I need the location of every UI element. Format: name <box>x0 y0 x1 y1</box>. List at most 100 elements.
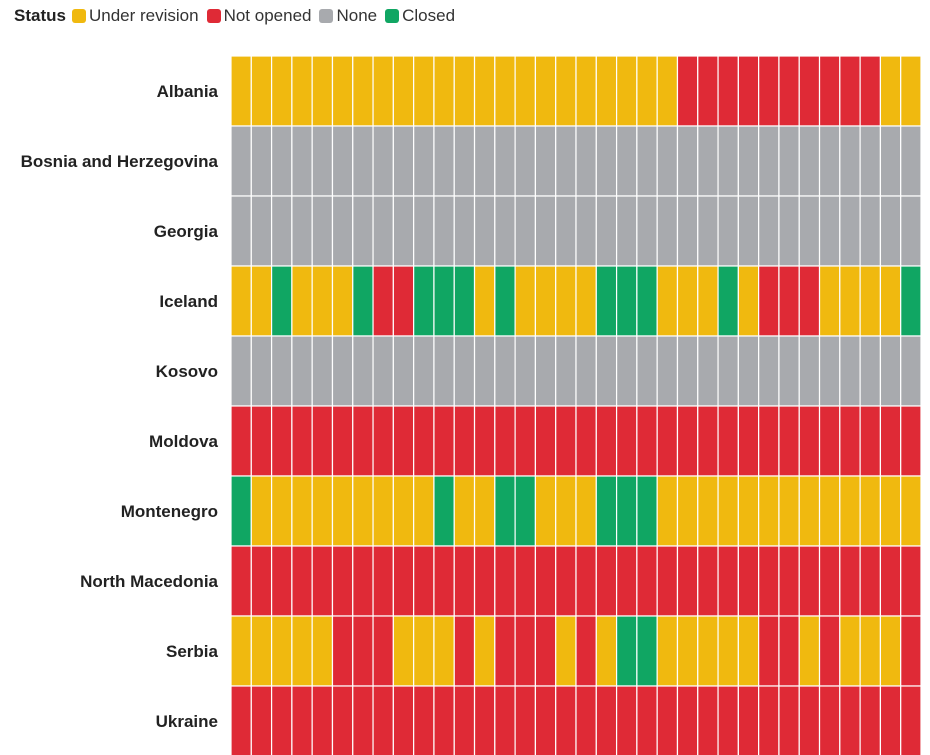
cell-montenegro-13-under-revision <box>473 475 496 547</box>
cell-north-macedonia-17-not-opened <box>555 545 577 617</box>
cell-serbia-33-under-revision <box>879 615 902 687</box>
cell-ukraine-18-not-opened <box>575 685 597 755</box>
cell-iceland-26-under-revision <box>737 265 760 337</box>
cell-albania-19-under-revision <box>595 55 618 127</box>
cell-iceland-25-closed <box>717 265 739 337</box>
cell-north-macedonia-24-not-opened <box>697 545 719 617</box>
cell-bosnia-and-herzegovina-20-none <box>615 125 638 197</box>
cell-georgia-31-none <box>839 195 861 267</box>
cell-ukraine-5-not-opened <box>311 685 334 755</box>
cell-ukraine-3-not-opened <box>270 685 293 755</box>
cell-kosovo-33-none <box>879 335 902 407</box>
cell-georgia-3-none <box>270 195 293 267</box>
cell-montenegro-20-closed <box>615 475 638 547</box>
cell-ukraine-2-not-opened <box>250 685 273 755</box>
legend-item-not-opened: Not opened <box>206 6 311 26</box>
cell-serbia-32-under-revision <box>859 615 882 687</box>
cell-moldova-14-not-opened <box>494 405 516 477</box>
cell-north-macedonia-22-not-opened <box>656 545 679 617</box>
cell-albania-32-not-opened <box>859 55 882 127</box>
cell-north-macedonia-4-not-opened <box>291 545 313 617</box>
cell-iceland-18-under-revision <box>575 265 597 337</box>
cell-serbia-30-not-opened <box>818 615 841 687</box>
cell-bosnia-and-herzegovina-22-none <box>656 125 679 197</box>
cell-montenegro-4-under-revision <box>291 475 313 547</box>
cell-serbia-6-not-opened <box>331 615 354 687</box>
cell-montenegro-22-under-revision <box>656 475 679 547</box>
cell-moldova-3-not-opened <box>270 405 293 477</box>
cell-montenegro-34-under-revision <box>900 475 922 547</box>
cell-albania-22-under-revision <box>656 55 679 127</box>
cell-moldova-27-not-opened <box>758 405 780 477</box>
cell-serbia-23-under-revision <box>676 615 699 687</box>
cell-north-macedonia-30-not-opened <box>818 545 841 617</box>
cell-kosovo-6-none <box>331 335 354 407</box>
cell-georgia-29-none <box>798 195 821 267</box>
cell-north-macedonia-7-not-opened <box>352 545 374 617</box>
cell-iceland-3-closed <box>270 265 293 337</box>
cell-albania-17-under-revision <box>555 55 577 127</box>
cell-bosnia-and-herzegovina-24-none <box>697 125 719 197</box>
cell-ukraine-15-not-opened <box>514 685 537 755</box>
cell-bosnia-and-herzegovina-18-none <box>575 125 597 197</box>
cell-montenegro-3-under-revision <box>270 475 293 547</box>
cell-ukraine-8-not-opened <box>372 685 394 755</box>
cell-iceland-16-under-revision <box>534 265 557 337</box>
cell-north-macedonia-23-not-opened <box>676 545 699 617</box>
cell-moldova-30-not-opened <box>818 405 841 477</box>
row-label-bosnia-and-herzegovina: Bosnia and Herzegovina <box>21 152 219 171</box>
row-label-georgia: Georgia <box>154 222 219 241</box>
row-label-serbia: Serbia <box>166 642 219 661</box>
cell-kosovo-4-none <box>291 335 313 407</box>
cell-bosnia-and-herzegovina-27-none <box>758 125 780 197</box>
cell-kosovo-32-none <box>859 335 882 407</box>
cell-ukraine-27-not-opened <box>758 685 780 755</box>
cell-moldova-22-not-opened <box>656 405 679 477</box>
cell-montenegro-1-closed <box>230 475 252 547</box>
cell-kosovo-23-none <box>676 335 699 407</box>
cell-bosnia-and-herzegovina-14-none <box>494 125 516 197</box>
cell-montenegro-29-under-revision <box>798 475 821 547</box>
cell-kosovo-26-none <box>737 335 760 407</box>
cell-georgia-10-none <box>413 195 435 267</box>
cell-moldova-28-not-opened <box>778 405 800 477</box>
cell-kosovo-13-none <box>473 335 496 407</box>
cell-montenegro-31-under-revision <box>839 475 861 547</box>
cell-montenegro-14-closed <box>494 475 516 547</box>
cell-moldova-8-not-opened <box>372 405 394 477</box>
cell-albania-12-under-revision <box>453 55 476 127</box>
cell-montenegro-15-closed <box>514 475 537 547</box>
cell-north-macedonia-21-not-opened <box>636 545 658 617</box>
cell-iceland-29-not-opened <box>798 265 821 337</box>
cell-ukraine-10-not-opened <box>413 685 435 755</box>
cell-iceland-32-under-revision <box>859 265 882 337</box>
cell-kosovo-34-none <box>900 335 922 407</box>
cell-ukraine-4-not-opened <box>291 685 313 755</box>
cell-georgia-22-none <box>656 195 679 267</box>
cell-georgia-26-none <box>737 195 760 267</box>
cell-bosnia-and-herzegovina-3-none <box>270 125 293 197</box>
row-label-montenegro: Montenegro <box>121 502 218 521</box>
cell-serbia-22-under-revision <box>656 615 679 687</box>
cell-albania-29-not-opened <box>798 55 821 127</box>
cell-moldova-33-not-opened <box>879 405 902 477</box>
cell-iceland-31-under-revision <box>839 265 861 337</box>
cell-iceland-27-not-opened <box>758 265 780 337</box>
cell-serbia-15-not-opened <box>514 615 537 687</box>
cell-albania-8-under-revision <box>372 55 394 127</box>
cell-montenegro-26-under-revision <box>737 475 760 547</box>
row-label-north-macedonia: North Macedonia <box>80 572 218 591</box>
cell-north-macedonia-27-not-opened <box>758 545 780 617</box>
cell-albania-10-under-revision <box>413 55 435 127</box>
cell-ukraine-25-not-opened <box>717 685 739 755</box>
cell-bosnia-and-herzegovina-17-none <box>555 125 577 197</box>
cell-iceland-2-under-revision <box>250 265 273 337</box>
cell-ukraine-14-not-opened <box>494 685 516 755</box>
cell-serbia-29-under-revision <box>798 615 821 687</box>
cell-montenegro-7-under-revision <box>352 475 374 547</box>
cell-serbia-25-under-revision <box>717 615 739 687</box>
cell-albania-26-not-opened <box>737 55 760 127</box>
cell-georgia-27-none <box>758 195 780 267</box>
legend-label-under-revision: Under revision <box>88 6 199 25</box>
cell-north-macedonia-5-not-opened <box>311 545 334 617</box>
